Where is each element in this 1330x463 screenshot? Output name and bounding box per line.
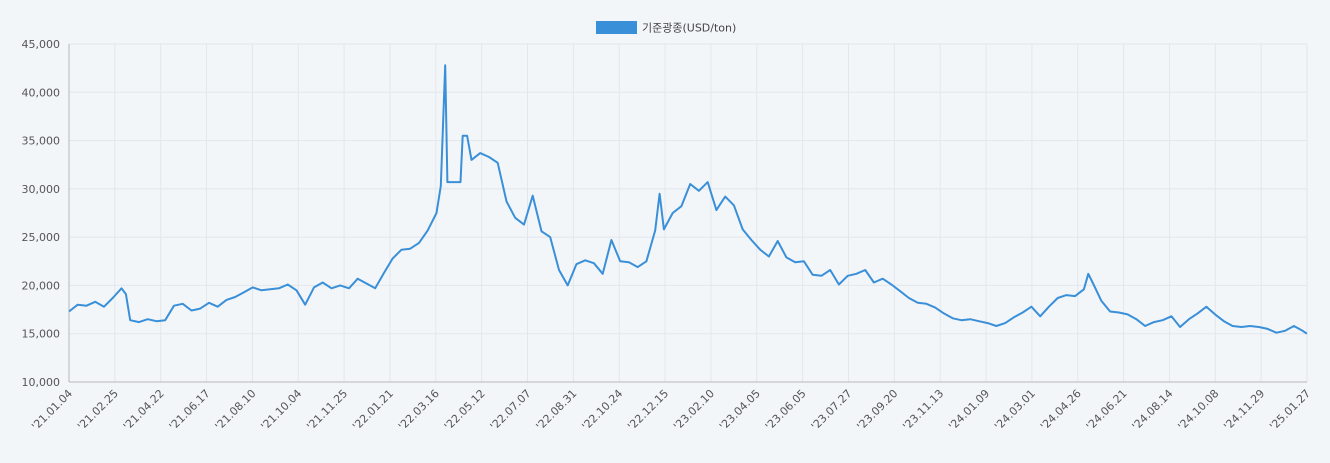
y-tick-label: 40,000 bbox=[22, 86, 61, 99]
x-tick-label: '21.04.22 bbox=[121, 387, 167, 433]
grid bbox=[68, 43, 1308, 383]
x-tick-label: '23.07.27 bbox=[809, 387, 855, 433]
x-tick-label: '25.01.27 bbox=[1267, 387, 1313, 433]
series-line[interactable] bbox=[68, 64, 1308, 335]
x-tick-label: '24.08.14 bbox=[1130, 387, 1176, 433]
x-tick-label: '24.01.09 bbox=[946, 387, 992, 433]
y-tick-label: 10,000 bbox=[22, 376, 61, 389]
legend-label[interactable]: 기준광종(USD/ton) bbox=[642, 22, 736, 35]
x-tick-label: '22.08.31 bbox=[534, 387, 580, 433]
x-tick-label: '23.02.10 bbox=[671, 387, 717, 433]
y-tick-label: 45,000 bbox=[22, 38, 61, 51]
x-tick-label: '21.06.17 bbox=[167, 387, 213, 433]
x-tick-label: '24.06.21 bbox=[1084, 387, 1130, 433]
x-tick-label: '23.04.05 bbox=[717, 387, 763, 433]
x-tick-label: '23.09.20 bbox=[854, 387, 900, 433]
x-tick-label: '24.11.29 bbox=[1221, 387, 1267, 433]
x-tick-label: '22.03.16 bbox=[396, 387, 442, 433]
x-tick-label: '21.10.04 bbox=[258, 387, 304, 433]
x-tick-label: '23.06.05 bbox=[763, 387, 809, 433]
x-tick-label: '21.08.10 bbox=[213, 387, 259, 433]
x-axis: '21.01.04'21.02.25'21.04.22'21.06.17'21.… bbox=[29, 381, 1313, 433]
y-tick-label: 25,000 bbox=[22, 231, 61, 244]
x-tick-label: '21.01.04 bbox=[29, 387, 75, 433]
x-tick-label: '22.05.12 bbox=[442, 387, 488, 433]
series-layer bbox=[68, 64, 1308, 335]
x-tick-label: '21.11.25 bbox=[304, 387, 350, 433]
legend[interactable]: 기준광종(USD/ton) bbox=[596, 21, 736, 35]
y-tick-label: 30,000 bbox=[22, 183, 61, 196]
y-tick-label: 20,000 bbox=[22, 279, 61, 292]
x-tick-label: '22.01.21 bbox=[350, 387, 396, 433]
y-tick-label: 35,000 bbox=[22, 135, 61, 148]
y-tick-label: 15,000 bbox=[22, 328, 61, 341]
x-tick-label: '24.10.08 bbox=[1175, 387, 1221, 433]
x-tick-label: '24.04.26 bbox=[1038, 387, 1084, 433]
x-tick-label: '22.07.07 bbox=[488, 387, 534, 433]
x-tick-label: '23.11.13 bbox=[900, 387, 946, 433]
x-tick-label: '21.02.25 bbox=[75, 387, 121, 433]
y-axis: 10,000 15,000 20,000 25,000 30,000 35,000 40,0… bbox=[22, 38, 70, 389]
x-tick-label: '22.12.15 bbox=[625, 387, 671, 433]
legend-swatch[interactable] bbox=[596, 21, 637, 34]
x-tick-label: '24.03.01 bbox=[992, 387, 1038, 433]
x-tick-label: '22.10.24 bbox=[579, 387, 625, 433]
